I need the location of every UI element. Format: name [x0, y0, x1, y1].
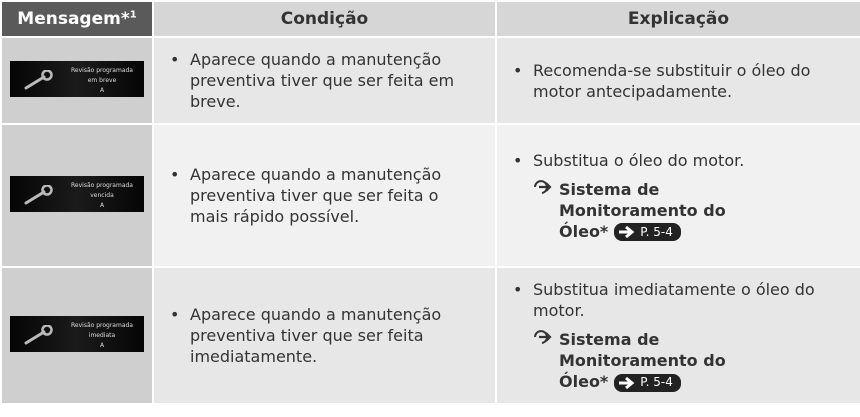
explanation-text: Recomenda-se substituir o óleo do motor … [533, 60, 811, 101]
footnote-mark: 1 [129, 9, 137, 21]
message-cell: Revisão programada em breve A [0, 36, 154, 125]
reference-block: Sistema de Monitoramento do Óleo* P. 5-4 [559, 329, 749, 392]
message-display: Revisão programada em breve A [10, 60, 144, 97]
bullet: • Aparece quando a manutenção preventiva … [170, 304, 481, 367]
display-line: vencida [90, 191, 114, 199]
bullet-dot: • [513, 280, 523, 299]
display-line: A [99, 86, 105, 94]
bullet-dot: • [513, 150, 523, 170]
reference: Sistema de Monitoramento do Óleo* P. 5-4 [533, 179, 846, 242]
message-cell: Revisão programada vencida A [0, 123, 154, 268]
page-link[interactable]: P. 5-4 [614, 223, 681, 241]
display-line: imediata [88, 331, 116, 339]
wrench-icon [24, 324, 53, 344]
page-link[interactable]: P. 5-4 [614, 373, 681, 392]
display-line: Revisão programada [71, 181, 133, 189]
bullet: • Aparece quando a manutenção preventiva … [170, 164, 481, 227]
reference-block: Sistema de Monitoramento do Óleo* P. 5-4 [559, 179, 749, 242]
reference-arrow [533, 179, 559, 242]
reference-text: Sistema de Monitoramento do Óleo* [559, 179, 726, 241]
bullet: • Recomenda-se substituir o óleo do motor… [513, 60, 846, 102]
reference: Sistema de Monitoramento do Óleo* P. 5-4 [533, 329, 846, 392]
bullet-dot: • [170, 50, 180, 69]
message-table: Mensagem*1 Condição Explicação Revisão p… [0, 0, 860, 405]
message-cell: Revisão programada imediata A [0, 266, 154, 405]
bullet-dot: • [170, 305, 180, 324]
bullet: • Substitua o óleo do motor. [513, 150, 846, 171]
display-line: A [99, 201, 105, 209]
reference-text: Sistema de Monitoramento do Óleo* [559, 330, 726, 391]
bullet-dot: • [513, 60, 523, 80]
condition-text: Aparece quando a manutenção preventiva t… [190, 50, 455, 111]
display-line: Revisão programada [71, 321, 133, 329]
display-line: em breve [87, 76, 117, 84]
condition-cell: • Aparece quando a manutenção preventiva … [152, 36, 497, 125]
message-display: Revisão programada imediata A [10, 315, 144, 352]
bullet: • Substitua imediatamente o óleo do motor… [513, 279, 846, 321]
table-row: Revisão programada vencida A • Aparece quand… [0, 123, 860, 268]
explanation-text: Substitua o óleo do motor. [533, 150, 745, 170]
display-line: A [99, 341, 105, 349]
table-row: Revisão programada imediata A • Aparece quan… [0, 266, 860, 405]
explanation-text: Substitua imediatamente o óleo do motor. [533, 280, 815, 320]
explanation-cell: • Substitua o óleo do motor. Sistema de Mo… [495, 123, 860, 268]
bullet-dot: • [170, 165, 180, 184]
message-display: Revisão programada vencida A [10, 175, 144, 212]
condition-text: Aparece quando a manutenção preventiva t… [190, 165, 442, 226]
display-line: Revisão programada [71, 66, 133, 74]
wrench-icon [24, 184, 53, 204]
explanation-cell: • Substitua imediatamente o óleo do motor… [495, 266, 860, 405]
bullet: • Aparece quando a manutenção preventiva … [170, 49, 481, 112]
table-row: Revisão programada em breve A • Aparece quan… [0, 36, 860, 125]
header-cell: Mensagem*1 [0, 0, 154, 38]
condition-cell: • Aparece quando a manutenção preventiva … [152, 266, 497, 405]
header-cell: Explicação [495, 0, 860, 38]
page-number: P. 5-4 [640, 224, 673, 239]
wrench-icon [24, 69, 53, 89]
header-text: Mensagem* [17, 9, 130, 29]
reference-arrow [533, 329, 559, 392]
header-row: Mensagem*1 Condição Explicação [0, 0, 860, 38]
condition-text: Aparece quando a manutenção preventiva t… [190, 305, 442, 366]
explanation-cell: • Recomenda-se substituir o óleo do motor… [495, 36, 860, 125]
header-cell: Condição [152, 0, 497, 38]
page-number: P. 5-4 [640, 375, 673, 389]
condition-cell: • Aparece quando a manutenção preventiva … [152, 123, 497, 268]
table-body: Revisão programada em breve A • Aparece quan… [0, 36, 860, 405]
